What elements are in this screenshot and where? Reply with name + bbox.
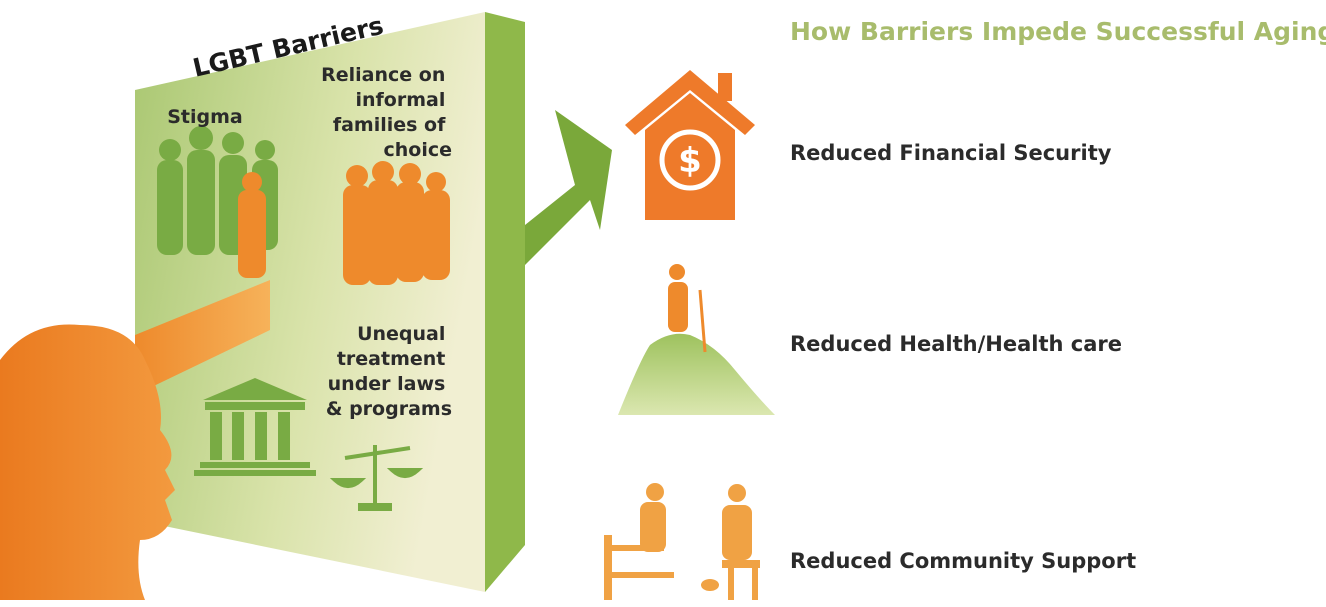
arrow	[525, 110, 612, 265]
gaze-beam	[135, 280, 270, 395]
person-orange	[238, 172, 266, 278]
hill-icon	[618, 264, 775, 415]
house-icon: $	[625, 70, 755, 220]
barrier-label: Stigma	[167, 106, 243, 128]
barrier-line: under laws	[328, 373, 446, 395]
wall-front	[135, 12, 485, 592]
wall-side	[485, 12, 525, 592]
impacts-title: How Barriers Impede Successful Aging	[790, 17, 1326, 46]
barrier-line: treatment	[337, 348, 446, 370]
barrier-line: Unequal	[357, 323, 445, 345]
barrier-line: & programs	[326, 398, 452, 420]
svg-text:$: $	[678, 141, 702, 181]
bench-icon	[604, 483, 760, 600]
barrier-line: Reliance on	[321, 64, 445, 86]
scales	[329, 445, 424, 511]
head-silhouette	[0, 324, 175, 600]
impact-label: Reduced Health/Health care	[790, 332, 1122, 356]
courthouse	[194, 378, 316, 476]
impact-label: Reduced Community Support	[790, 549, 1136, 573]
impact-label: Reduced Financial Security	[790, 141, 1112, 165]
barrier-line: choice	[383, 139, 452, 161]
barrier-label: Reliance on informal families of choice	[321, 64, 452, 161]
barrier-line: informal	[356, 89, 446, 111]
barrier-line: Stigma	[167, 106, 243, 128]
barrier-line: families of	[333, 114, 446, 136]
barrier-label: Unequal treatment under laws & programs	[326, 323, 452, 420]
people-family	[343, 161, 450, 285]
